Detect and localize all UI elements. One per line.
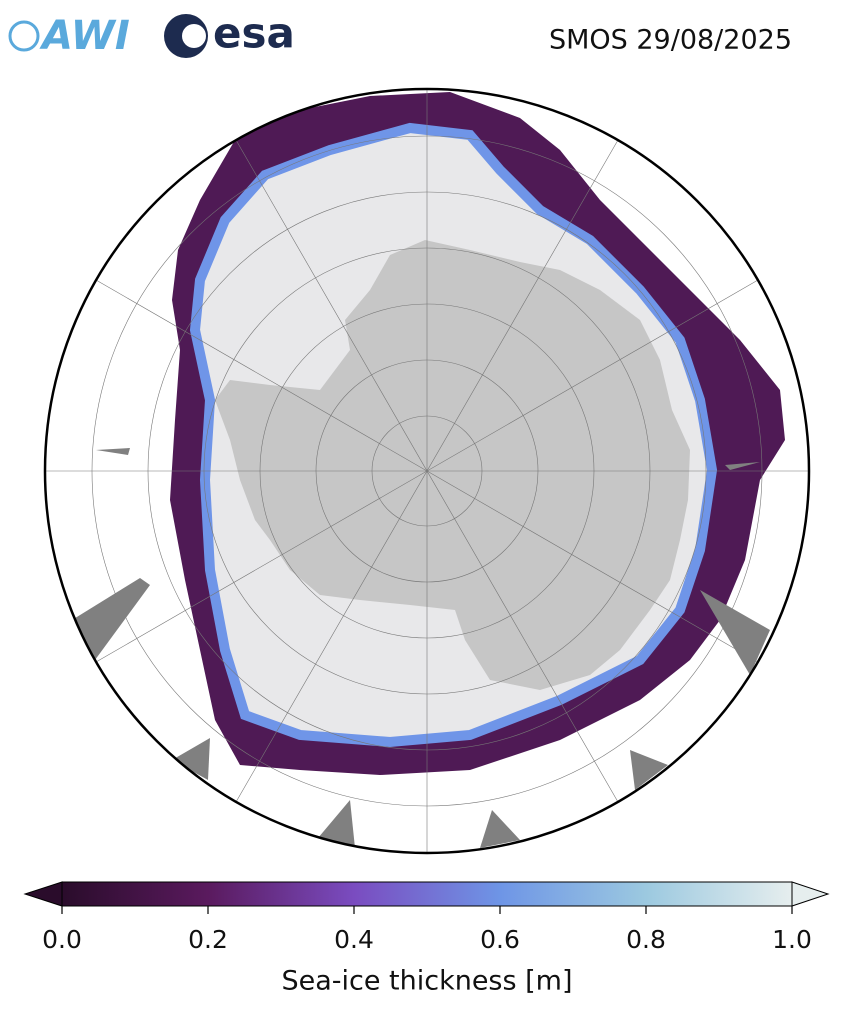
logo-text: esa [213,9,295,58]
logo-text: AWI [39,13,130,59]
tick-label: 0.4 [334,925,374,954]
land-mask [72,448,770,848]
colorbar-gradient [62,882,792,906]
awi-logo: AWI [8,13,130,59]
antarctica [215,240,690,690]
map [45,89,809,853]
tick-label: 0.2 [188,925,228,954]
tick-label: 0.8 [626,925,666,954]
graticule [45,89,809,853]
map-frame [43,87,811,855]
colorbar-frame [61,881,793,907]
tick-label: 0.0 [42,925,82,954]
tick-label: 1.0 [772,925,812,954]
colorbar [23,881,830,914]
colorbar-extend-low [23,881,63,907]
colorbar-label: Sea-ice thickness [m] [281,966,572,997]
esa-logo: esa [164,9,295,58]
colorbar-extend-high [791,881,830,907]
map-title: SMOS 29/08/2025 [549,25,792,56]
tick-label: 0.6 [480,925,520,954]
